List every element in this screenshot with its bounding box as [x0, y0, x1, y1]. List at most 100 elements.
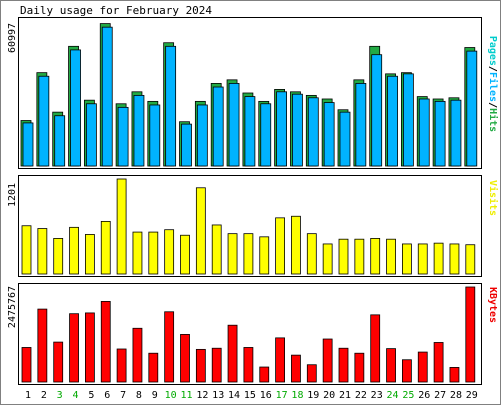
- bar-kbytes-day-25: [401, 359, 412, 383]
- bar-visits-day-19: [306, 233, 317, 275]
- bar-kbytes-day-14: [227, 324, 238, 383]
- bar-kbytes-day-10: [164, 311, 175, 383]
- bar-files-day-28: [450, 99, 462, 167]
- x-label-day-9: 9: [152, 390, 158, 401]
- bar-kbytes-day-23: [370, 314, 381, 383]
- bar-files-day-1: [22, 122, 34, 167]
- bar-files-day-11: [181, 123, 192, 167]
- bar-files-day-27: [434, 100, 446, 167]
- bar-visits-day-7: [116, 178, 127, 275]
- bar-files-day-10: [165, 45, 177, 167]
- bar-visits-day-9: [148, 231, 159, 275]
- bar-files-day-16: [260, 103, 272, 167]
- chart-title: Daily usage for February 2024: [20, 4, 212, 17]
- bar-files-day-4: [70, 49, 81, 167]
- bar-visits-day-3: [53, 238, 64, 275]
- x-label-day-18: 18: [291, 390, 303, 401]
- legend-separator-2: /: [487, 102, 498, 108]
- x-label-day-10: 10: [165, 390, 177, 401]
- bar-visits-day-17: [275, 217, 286, 275]
- bar-files-day-6: [101, 26, 113, 167]
- bar-visits-day-8: [132, 231, 143, 275]
- bar-files-day-15: [244, 96, 256, 167]
- bar-files-day-7: [117, 106, 129, 167]
- bar-kbytes-day-3: [53, 341, 64, 383]
- bar-visits-day-15: [243, 233, 254, 275]
- x-label-day-1: 1: [25, 390, 31, 401]
- x-label-day-17: 17: [276, 390, 288, 401]
- bar-kbytes-day-17: [275, 337, 286, 383]
- x-label-day-16: 16: [260, 390, 272, 401]
- bar-visits-day-22: [354, 238, 365, 275]
- x-label-day-12: 12: [196, 390, 208, 401]
- bar-kbytes-day-1: [21, 347, 32, 383]
- bar-files-day-26: [418, 98, 430, 167]
- x-label-day-22: 22: [355, 390, 367, 401]
- bar-kbytes-day-12: [195, 348, 206, 383]
- x-label-day-8: 8: [136, 390, 142, 401]
- bar-visits-day-28: [449, 243, 460, 275]
- bar-kbytes-day-15: [243, 347, 254, 383]
- bar-files-day-22: [355, 83, 367, 167]
- bar-visits-day-4: [69, 226, 79, 275]
- bar-kbytes-day-20: [322, 338, 333, 383]
- ymax-label-kbytes: 2475767: [7, 286, 18, 328]
- legend-hits: Hits: [487, 108, 499, 132]
- x-label-day-4: 4: [73, 390, 79, 401]
- x-label-day-19: 19: [307, 390, 319, 401]
- bar-files-day-29: [466, 50, 478, 167]
- bar-visits-day-29: [465, 244, 476, 275]
- legend-separator-1: /: [487, 66, 498, 72]
- bar-files-day-24: [387, 75, 398, 167]
- bar-files-day-20: [323, 102, 335, 167]
- x-label-day-26: 26: [418, 390, 430, 401]
- bar-kbytes-day-6: [100, 301, 111, 383]
- bar-kbytes-day-28: [449, 367, 460, 383]
- bar-visits-day-12: [195, 187, 206, 275]
- bar-visits-day-2: [37, 228, 48, 275]
- legend-pages-files-hits: Pages/Files/Hits: [487, 36, 499, 132]
- bar-files-day-2: [38, 75, 50, 167]
- bar-kbytes-day-22: [354, 352, 365, 383]
- bar-kbytes-day-2: [37, 308, 48, 383]
- x-label-day-6: 6: [104, 390, 110, 401]
- bar-files-day-25: [402, 73, 414, 167]
- bar-kbytes-day-19: [306, 364, 317, 383]
- bar-files-day-3: [54, 115, 66, 167]
- legend-visits: Visits: [487, 180, 499, 216]
- bar-kbytes-day-16: [259, 366, 270, 383]
- x-label-day-29: 29: [466, 390, 478, 401]
- bar-kbytes-day-13: [211, 347, 222, 383]
- bar-files-day-9: [149, 104, 161, 167]
- x-label-day-7: 7: [120, 390, 126, 401]
- legend-pages: Pages: [487, 36, 498, 66]
- bar-visits-day-25: [401, 243, 412, 275]
- bar-files-day-21: [339, 111, 351, 167]
- ymax-label-hits: 60997: [7, 23, 18, 53]
- bar-visits-day-6: [100, 220, 111, 275]
- x-label-day-27: 27: [434, 390, 446, 401]
- x-label-day-23: 23: [371, 390, 383, 401]
- x-label-day-21: 21: [339, 390, 351, 401]
- legend-kbytes: KBytes: [487, 287, 498, 323]
- x-label-day-25: 25: [402, 390, 414, 401]
- bar-kbytes-day-4: [69, 313, 79, 383]
- bars-layer: [20, 23, 478, 383]
- bar-visits-day-27: [433, 242, 444, 275]
- bar-visits-day-20: [322, 243, 333, 275]
- x-label-day-20: 20: [323, 390, 335, 401]
- bar-visits-day-26: [417, 243, 428, 275]
- bar-kbytes-day-24: [386, 348, 396, 383]
- x-label-day-11: 11: [180, 390, 192, 401]
- bar-kbytes-day-27: [433, 342, 444, 383]
- bar-visits-day-13: [211, 224, 222, 275]
- bar-files-day-8: [133, 94, 145, 167]
- x-label-day-2: 2: [41, 390, 47, 401]
- bar-files-day-12: [196, 104, 208, 167]
- bar-visits-day-14: [227, 233, 238, 275]
- bar-visits-day-24: [386, 238, 396, 275]
- legend-files: Files: [487, 72, 499, 102]
- bar-files-day-23: [371, 54, 383, 167]
- ymax-label-visits: 1201: [7, 183, 18, 207]
- bar-visits-day-10: [164, 229, 175, 275]
